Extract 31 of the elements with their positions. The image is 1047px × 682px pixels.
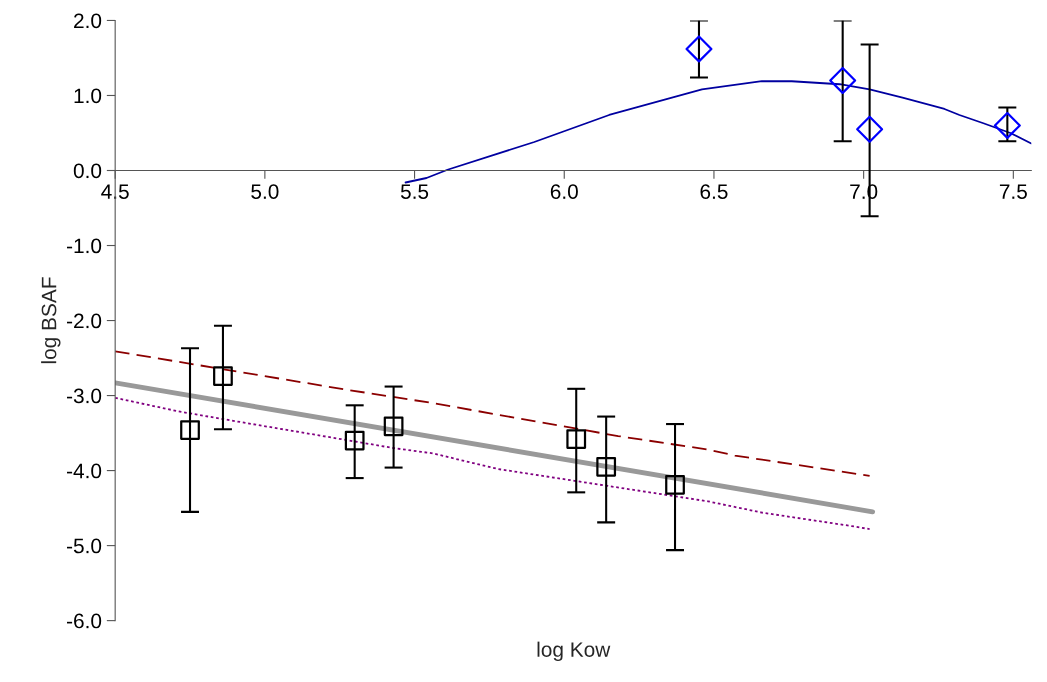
line-series (404, 80, 1032, 184)
x-tick-label: 6.0 (550, 184, 578, 199)
x-tick-label: 6.5 (700, 184, 728, 199)
y-tick-label: -1.0 (67, 238, 102, 254)
point (180, 420, 200, 440)
y-tick-label: 2.0 (74, 13, 102, 29)
y-tick-label: 1.0 (74, 88, 102, 104)
point (566, 429, 587, 449)
point (993, 111, 1021, 140)
y-tick-label: -5.0 (67, 538, 102, 554)
line-series (115, 350, 871, 477)
point (829, 66, 857, 95)
y-tick-label: -6.0 (67, 613, 102, 629)
y-tick-label: -2.0 (67, 313, 102, 329)
point (344, 430, 365, 451)
x-tick-label: 7.5 (999, 184, 1027, 199)
y-tick-label: -3.0 (67, 388, 102, 404)
y-tick-label: -4.0 (67, 463, 102, 479)
point (596, 456, 617, 477)
point (383, 416, 404, 437)
point (213, 366, 233, 386)
x-tick-label: 5.5 (400, 184, 429, 199)
x-tick-label: 5.0 (251, 184, 279, 199)
point (665, 474, 685, 495)
point (856, 115, 884, 143)
y-tick-label: 0.0 (73, 163, 102, 179)
y-axis-title: log BSAF (41, 277, 61, 364)
x-tick-label: 4.5 (101, 184, 129, 199)
point (685, 35, 713, 63)
line-series (115, 396, 871, 531)
x-axis-title: log Kow (537, 641, 611, 662)
